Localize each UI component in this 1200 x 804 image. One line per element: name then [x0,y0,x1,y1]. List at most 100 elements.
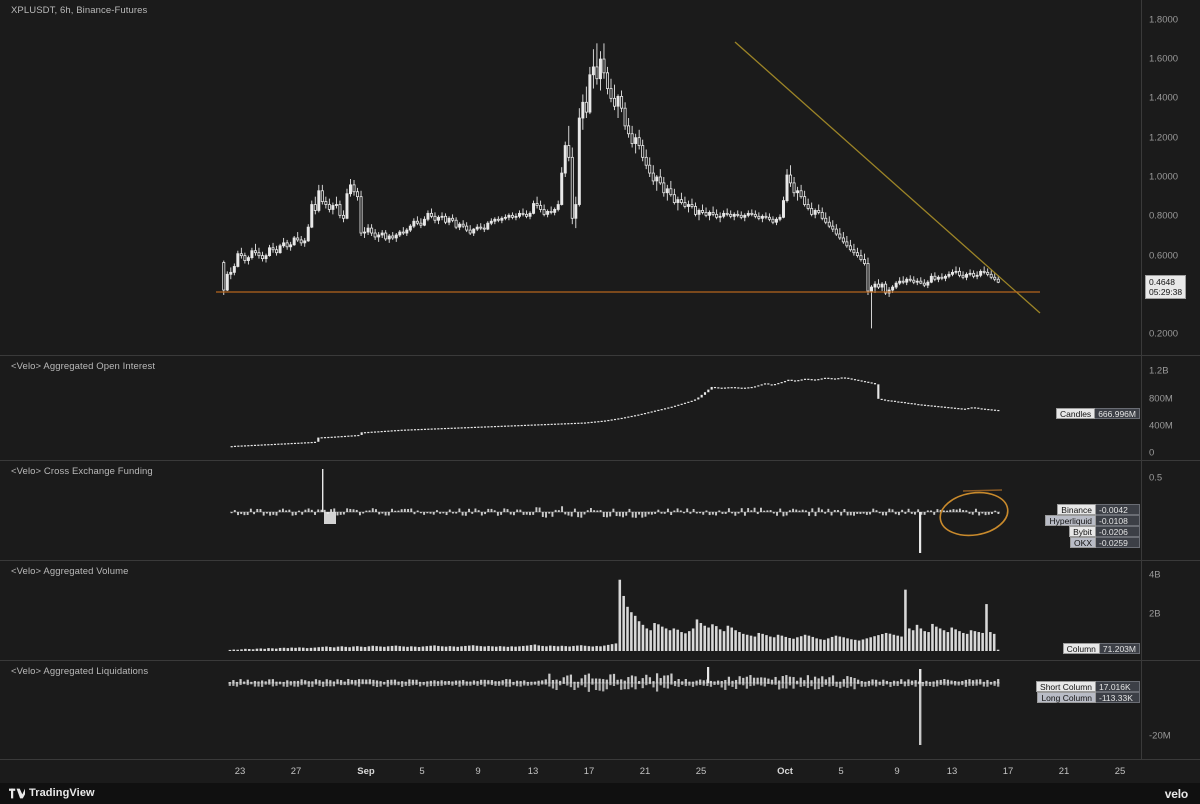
axis-tick-label: 1.8000 [1149,14,1179,26]
axis-tick-label: 0.8000 [1149,210,1179,222]
volume-svg [228,579,1000,651]
axis-tick-label: 0.2000 [1149,328,1179,340]
legend-series-name[interactable]: Bybit [1069,526,1096,537]
open-interest-svg [230,377,1000,448]
legend-series-value: -0.0042 [1096,504,1140,515]
legend-series-name[interactable]: Column [1062,643,1100,654]
funding-plot-area[interactable] [0,461,1141,560]
trendline-drawing[interactable] [734,41,1041,314]
axis-tick-label: 400M [1149,420,1173,432]
open-interest-pane[interactable]: 1.2B 800M 400M 0 <Velo> Aggregated Open Int… [0,356,1200,460]
price-pane[interactable]: 1.8000 1.6000 1.4000 1.2000 1.0000 0.8000 0.60… [0,0,1200,355]
price-scale[interactable]: 1.8000 1.6000 1.4000 1.2000 1.0000 0.8000 0.60… [1141,0,1200,355]
tradingview-mark-icon [9,788,25,798]
axis-tick-label: 800M [1149,393,1173,405]
liquidations-plot-area[interactable] [0,661,1141,759]
ellipse-annotation-drawing[interactable] [937,488,1011,540]
open-interest-plot-area[interactable] [0,356,1141,460]
axis-tick-label: 1.4000 [1149,92,1179,104]
price-pane-vertical-separator [1141,0,1142,355]
volume-pane-vertical-separator [1141,561,1142,660]
legend-series-name[interactable]: Short Column [1036,681,1096,692]
funding-pane[interactable]: 0.5 <Velo> Cross Exchange Funding Binanc… [0,461,1200,560]
liquidations-pane-title: <Velo> Aggregated Liquidations [11,666,149,677]
funding-pane-title: <Velo> Cross Exchange Funding [11,466,153,477]
liquidations-pane[interactable]: -20M-40M <Velo> Aggregated Liquidations … [0,661,1200,779]
last-price-tag[interactable]: 0.4648 05:29:38 [1145,275,1187,299]
tradingview-logo-text: TradingView [29,787,95,799]
velo-logo: velo [1164,787,1188,801]
funding-scale[interactable]: 0.5 [1141,461,1200,560]
volume-scale[interactable]: 4B 2B [1141,561,1200,660]
time-axis-tick: 9 [475,766,481,777]
price-candles-svg [222,43,1000,329]
legend-series-value: -0.0108 [1096,515,1140,526]
open-interest-pane-title: <Velo> Aggregated Open Interest [11,361,156,372]
axis-tick-label: 2B [1149,608,1161,620]
axis-tick-label: 0 [1149,447,1155,459]
legend-series-value: -113.33K [1096,692,1140,703]
time-axis-tick: 17 [583,766,595,777]
legend-series-name[interactable]: Long Column [1037,692,1096,703]
legend-series-name[interactable]: Hyperliquid [1045,515,1096,526]
legend-row[interactable]: Binance -0.0042 [1045,504,1140,515]
legend-series-name[interactable]: OKX [1070,537,1096,548]
time-axis-tick: 27 [290,766,302,777]
pane-separator-3[interactable] [0,560,1200,561]
axis-tick-label: 4B [1149,569,1161,581]
legend-series-value: 71.203M [1099,643,1140,654]
legend-row[interactable]: OKX -0.0259 [1045,537,1140,548]
time-axis-tick: 13 [527,766,539,777]
time-axis-tick: 21 [1058,766,1070,777]
funding-svg [230,469,1000,553]
oi-pane-vertical-separator [1141,356,1142,460]
volume-legend[interactable]: Column 71.203M [1062,643,1140,654]
liquidations-pane-vertical-separator [1141,661,1142,759]
legend-series-value: 666.996M [1095,408,1140,419]
time-axis-tick: 17 [1002,766,1014,777]
volume-pane[interactable]: 4B 2B <Velo> Aggregated Volume Column 71.2… [0,561,1200,660]
legend-row[interactable]: Short Column 17.016K [1036,681,1140,692]
time-axis-tick: 25 [695,766,707,777]
volume-plot-area[interactable] [0,561,1141,660]
axis-tick-label: -20M [1149,730,1171,742]
legend-row[interactable]: Long Column -113.33K [1036,692,1140,703]
legend-series-value: -0.0206 [1096,526,1140,537]
legend-row[interactable]: Bybit -0.0206 [1045,526,1140,537]
time-axis-tick: 23 [234,766,246,777]
axis-tick-label: 0.5 [1149,472,1163,484]
open-interest-scale[interactable]: 1.2B 800M 400M 0 [1141,356,1200,460]
axis-tick-label: 0.6000 [1149,250,1179,262]
time-axis-tick: 13 [946,766,958,777]
open-interest-legend[interactable]: Candles 666.996M [1056,408,1140,419]
tradingview-logo[interactable]: TradingView [9,787,95,799]
legend-series-name[interactable]: Binance [1057,504,1096,515]
time-axis-tick: 5 [419,766,425,777]
funding-drawings-svg[interactable] [0,461,1141,560]
pane-separator-4[interactable] [0,660,1200,661]
footer-bar: TradingView velo [0,783,1200,804]
time-axis-tick: 25 [1114,766,1126,777]
funding-pane-vertical-separator [1141,461,1142,560]
legend-row[interactable]: Hyperliquid -0.0108 [1045,515,1140,526]
axis-tick-label: 1.2000 [1149,132,1179,144]
time-axis[interactable]: 23 27 Sep 5 9 13 17 21 25 Oct 5 9 13 17 21 25 [0,759,1200,783]
liquidations-scale[interactable]: -20M-40M [1141,661,1200,779]
axis-tick-label: 1.0000 [1149,171,1179,183]
liquidations-svg [228,667,1000,745]
pane-separator-1[interactable] [0,355,1200,356]
legend-series-value: 17.016K [1096,681,1140,692]
ellipse-annotation-tail [962,489,1003,492]
price-drawings-svg[interactable] [0,0,1141,355]
bar-countdown: 05:29:38 [1149,287,1183,297]
time-axis-tick: Oct [777,766,793,777]
funding-legend[interactable]: Binance -0.0042 Hyperliquid -0.0108 Bybit -0.… [1045,504,1140,548]
price-plot-area[interactable] [0,0,1141,355]
liquidations-legend[interactable]: Short Column 17.016K Long Column -113.33K [1036,681,1140,703]
legend-series-name[interactable]: Candles [1056,408,1096,419]
volume-pane-title: <Velo> Aggregated Volume [11,566,129,577]
price-pane-title: XPLUSDT, 6h, Binance-Futures [11,5,148,16]
time-axis-tick: 5 [838,766,844,777]
pane-separator-2[interactable] [0,460,1200,461]
